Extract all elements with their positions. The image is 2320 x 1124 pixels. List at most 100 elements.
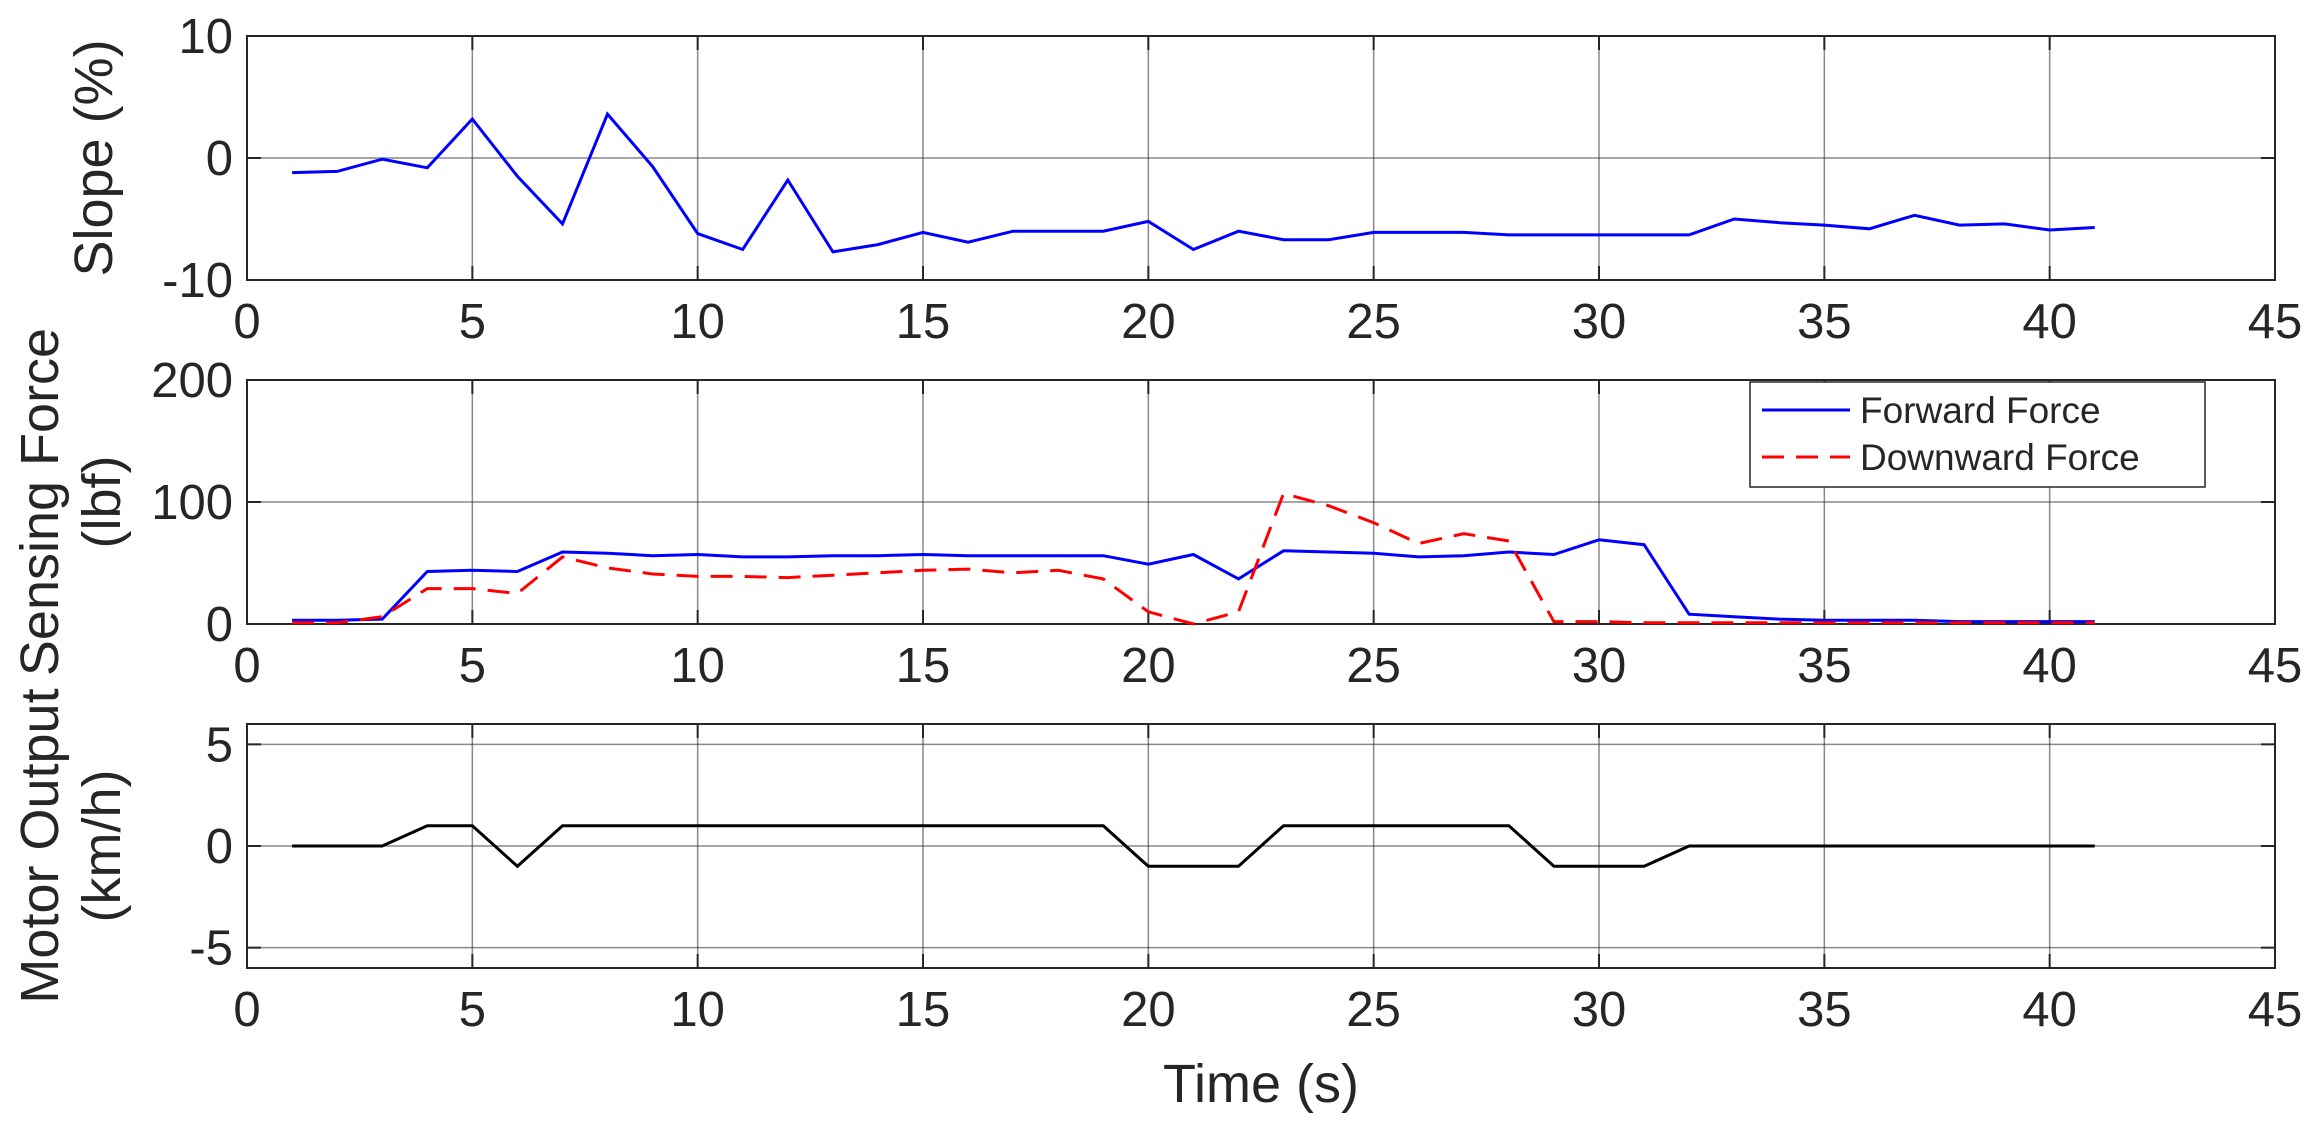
data-point xyxy=(921,552,925,556)
data-point xyxy=(1552,864,1556,868)
y-tick-label: -10 xyxy=(162,254,233,308)
data-point xyxy=(2048,228,2052,232)
data-point xyxy=(696,552,700,556)
data-point xyxy=(1732,217,1736,221)
data-point xyxy=(651,824,655,828)
data-point xyxy=(1417,555,1421,559)
x-tick-label: 10 xyxy=(670,983,725,1037)
data-point xyxy=(966,240,970,244)
data-point xyxy=(606,112,610,116)
data-point xyxy=(966,567,970,571)
data-point xyxy=(921,568,925,572)
data-point xyxy=(425,166,429,170)
series-line xyxy=(292,111,2095,254)
data-point xyxy=(1642,543,1646,547)
data-point xyxy=(560,550,564,554)
data-point xyxy=(380,157,384,161)
data-point xyxy=(1372,824,1376,828)
data-point xyxy=(1236,610,1240,614)
data-point xyxy=(1912,213,1916,217)
data-point xyxy=(1507,824,1511,828)
data-point xyxy=(1191,622,1195,626)
data-point xyxy=(831,573,835,577)
data-point xyxy=(470,824,474,828)
data-point xyxy=(1327,824,1331,828)
data-point xyxy=(335,169,339,173)
data-point xyxy=(651,572,655,576)
data-point xyxy=(1101,229,1105,233)
data-point xyxy=(2093,621,2097,625)
data-point xyxy=(876,824,880,828)
y-tick-label: 5 xyxy=(206,718,233,772)
data-point xyxy=(425,824,429,828)
y-axis-label: Motor Output xyxy=(10,688,70,1003)
data-point xyxy=(1462,230,1466,234)
data-point xyxy=(1146,219,1150,223)
data-point xyxy=(1777,621,1781,625)
data-point xyxy=(1056,568,1060,572)
x-tick-label: 20 xyxy=(1121,295,1176,349)
data-point xyxy=(606,566,610,570)
data-point xyxy=(1912,844,1916,848)
x-tick-label: 10 xyxy=(670,639,725,693)
data-point xyxy=(1687,621,1691,625)
series-line xyxy=(292,824,2095,869)
data-point xyxy=(606,551,610,555)
data-point xyxy=(921,824,925,828)
data-point xyxy=(290,621,294,625)
data-point xyxy=(515,570,519,574)
data-point xyxy=(1597,233,1601,237)
x-tick-label: 15 xyxy=(896,983,951,1037)
data-point xyxy=(1507,539,1511,543)
data-point xyxy=(1011,571,1015,575)
data-point xyxy=(696,824,700,828)
data-point xyxy=(696,232,700,236)
data-point xyxy=(876,571,880,575)
data-point xyxy=(921,230,925,234)
data-point xyxy=(1912,621,1916,625)
data-point xyxy=(966,824,970,828)
x-tick-label: 45 xyxy=(2248,983,2303,1037)
data-point xyxy=(966,554,970,558)
data-point xyxy=(1191,248,1195,252)
x-tick-label: 40 xyxy=(2022,639,2077,693)
y-tick-label: 100 xyxy=(151,476,233,530)
x-tick-label: 25 xyxy=(1346,639,1401,693)
y-tick-label: -5 xyxy=(189,922,233,976)
data-point xyxy=(2003,844,2007,848)
data-point xyxy=(1462,824,1466,828)
data-point xyxy=(1417,541,1421,545)
x-tick-label: 5 xyxy=(459,983,486,1037)
data-point xyxy=(1327,550,1331,554)
x-tick-label: 10 xyxy=(670,295,725,349)
series-line-forward-force xyxy=(292,538,2095,624)
series-line-downward-force xyxy=(292,491,2095,626)
data-point xyxy=(1642,864,1646,868)
data-point xyxy=(1958,844,1962,848)
data-point xyxy=(1687,844,1691,848)
data-point xyxy=(2003,222,2007,226)
data-point xyxy=(651,554,655,558)
data-point xyxy=(1282,549,1286,553)
data-point xyxy=(515,174,519,178)
data-point xyxy=(1462,554,1466,558)
x-axis-label: Time (s) xyxy=(1163,1054,1359,1114)
x-tick-label: 5 xyxy=(459,639,486,693)
x-tick-label: 25 xyxy=(1346,295,1401,349)
data-point xyxy=(1236,864,1240,868)
data-point xyxy=(1732,844,1736,848)
x-tick-label: 45 xyxy=(2248,639,2303,693)
data-point xyxy=(1462,532,1466,536)
data-point xyxy=(1867,621,1871,625)
data-point xyxy=(741,824,745,828)
data-point xyxy=(831,824,835,828)
x-tick-label: 40 xyxy=(2022,983,2077,1037)
data-point xyxy=(1101,824,1105,828)
data-point xyxy=(1958,621,1962,625)
x-tick-label: 45 xyxy=(2248,295,2303,349)
x-tick-label: 0 xyxy=(233,639,260,693)
y-axis-label: (lbf) xyxy=(72,456,132,549)
data-point xyxy=(606,824,610,828)
data-point xyxy=(1282,238,1286,242)
